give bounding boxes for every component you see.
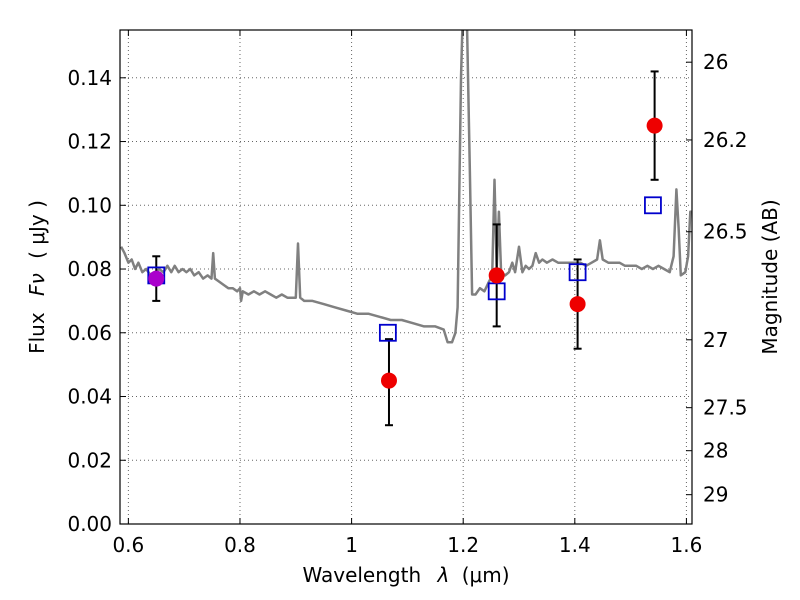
x-tick-label: 0.8 <box>224 533 256 557</box>
axes-frame <box>119 29 693 525</box>
y-axis-label-unit: ( μJy ) <box>25 200 49 259</box>
circle-marker <box>569 296 586 313</box>
grid <box>120 30 692 524</box>
y2-tick-label: 27 <box>703 328 728 352</box>
model-spectrum-line <box>120 30 692 344</box>
y-tick-label: 0.10 <box>67 193 112 217</box>
x-tick-label: 1.2 <box>447 533 479 557</box>
y2-tick-label: 28 <box>703 439 728 463</box>
plot-area <box>120 30 692 427</box>
y2-tick-label: 26 <box>703 50 728 74</box>
x-tick-label: 1 <box>345 533 358 557</box>
circle-marker-layer <box>148 117 663 389</box>
model-spectrum-layer <box>120 30 692 344</box>
circle-marker <box>488 267 505 284</box>
y2-tick-label: 26.5 <box>703 220 748 244</box>
y-axis-label-symbol: Fν <box>25 273 49 296</box>
y2-tick-label: 26.2 <box>703 128 748 152</box>
x-axis-label-text: Wavelength <box>302 563 421 587</box>
x-axis-label-unit: (μm) <box>462 563 510 587</box>
square-marker <box>568 263 587 282</box>
y-tick-label: 0.02 <box>67 448 112 472</box>
y2-tick-label: 27.5 <box>703 396 748 420</box>
y-tick-label: 0.00 <box>67 512 112 536</box>
y2-tick-label: 29 <box>703 483 728 507</box>
y-tick-label: 0.04 <box>67 385 112 409</box>
square-marker <box>378 323 397 342</box>
square-marker-layer <box>147 196 662 342</box>
square-marker <box>644 196 662 215</box>
errorbar-layer <box>152 70 659 427</box>
x-tick-label: 1.6 <box>671 533 703 557</box>
circle-marker <box>646 117 663 134</box>
y-tick-label: 0.06 <box>67 321 112 345</box>
x-tick-label: 0.6 <box>112 533 144 557</box>
x-axis-label-symbol: λ <box>437 563 450 587</box>
y-tick-label: 0.14 <box>67 66 112 90</box>
y2-axis-label: Magnitude (AB) <box>758 199 782 354</box>
y-tick-label: 0.12 <box>67 130 112 154</box>
y-axis-label-text: Flux <box>25 312 49 354</box>
y-axis-label: Flux Fν ( μJy ) <box>25 200 49 354</box>
y-tick-label: 0.08 <box>67 257 112 281</box>
x-tick-label: 1.4 <box>559 533 591 557</box>
circle-marker <box>380 372 397 389</box>
ticks: 0.6 0.8 1 1.2 1.4 1.6 0.00 0.02 0.04 0.06 0.08 0.10… <box>67 30 748 557</box>
x-axis-label: Wavelength λ (μm) <box>302 563 509 587</box>
circle-marker <box>148 270 165 287</box>
